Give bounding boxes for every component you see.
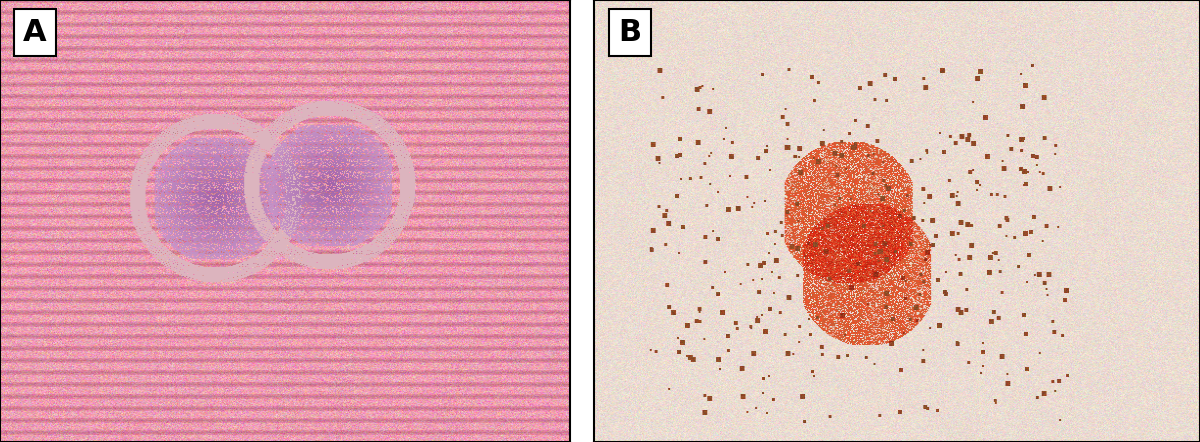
Text: A: A	[23, 18, 47, 47]
Text: B: B	[618, 18, 641, 47]
